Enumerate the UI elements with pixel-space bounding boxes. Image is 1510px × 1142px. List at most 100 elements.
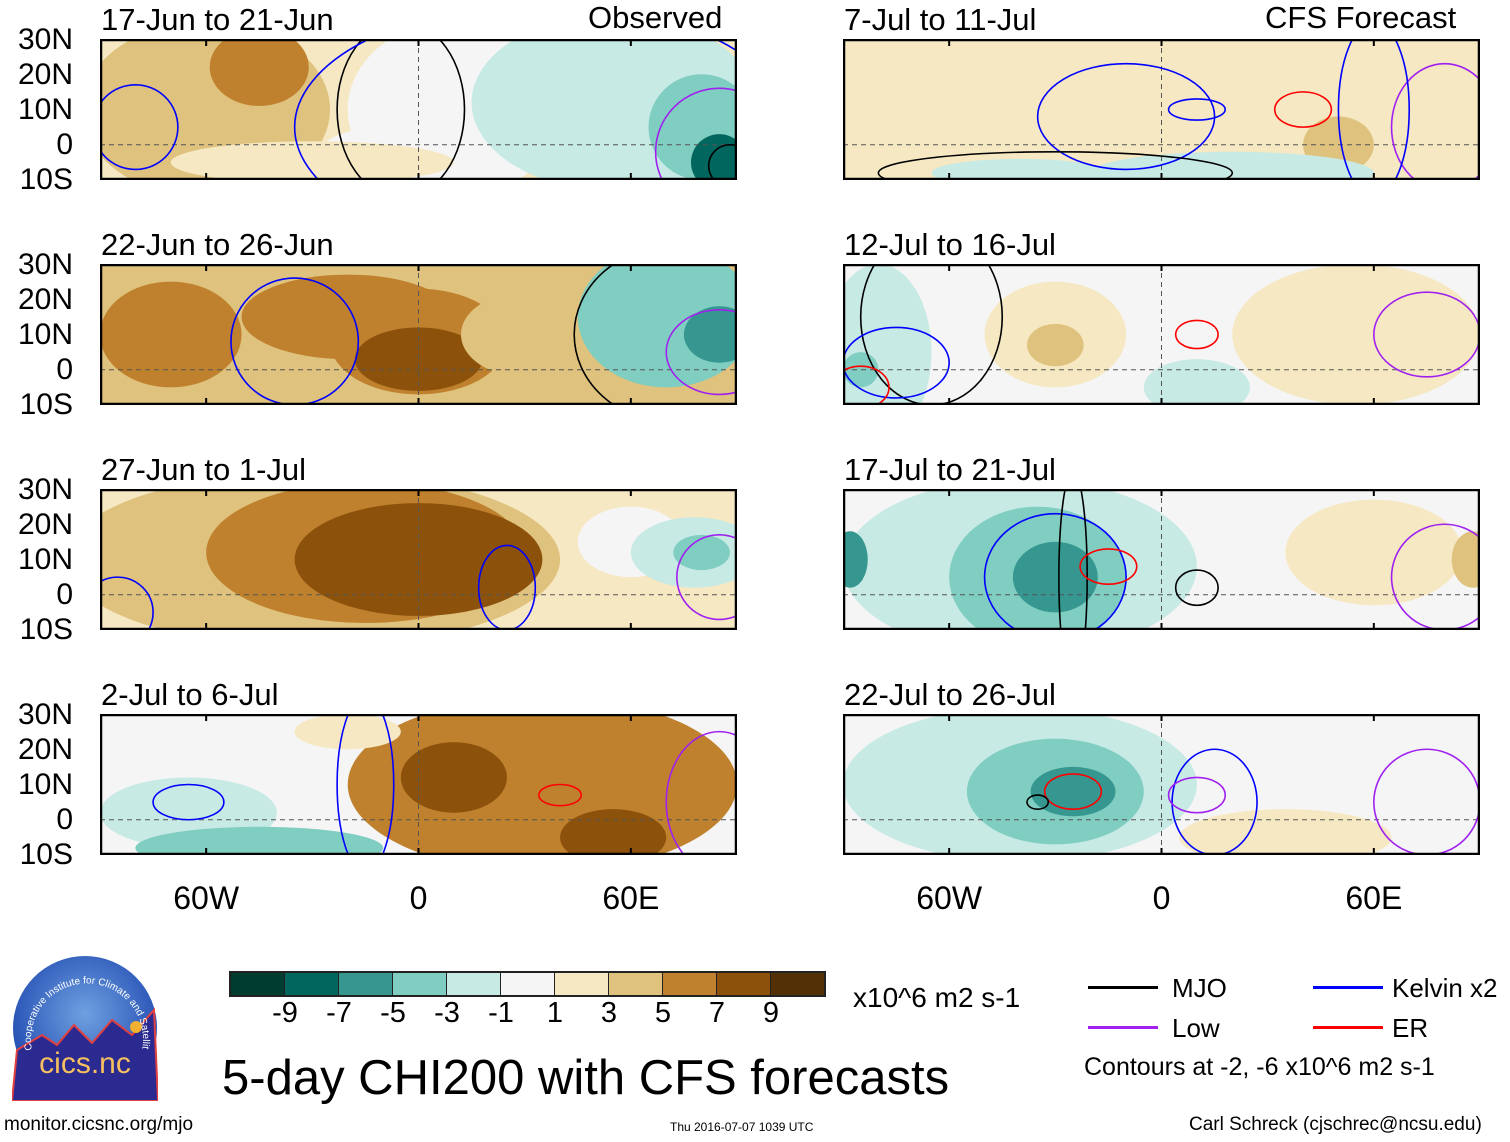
anomaly-region	[1027, 323, 1084, 367]
colorbar-label: 7	[708, 997, 726, 1029]
colorbar-swatch	[393, 973, 447, 995]
lat-label: 0	[56, 353, 73, 386]
colorbar-label: -9	[272, 997, 298, 1029]
colorbar-swatch	[555, 973, 609, 995]
lat-label: 10N	[17, 93, 73, 126]
panel-title: 7-Jul to 11-Jul	[844, 2, 1037, 37]
lat-label: 20N	[17, 733, 73, 766]
lat-label: 30N	[17, 698, 73, 731]
colorbar-label: 3	[600, 997, 618, 1029]
map-svg	[843, 714, 1480, 855]
anomaly-region	[683, 306, 737, 363]
kelvin-contour	[100, 84, 179, 171]
anomaly-region	[170, 141, 454, 180]
contours-note: Contours at -2, -6 x10^6 m2 s-1	[1084, 1053, 1435, 1081]
map-panel	[100, 714, 737, 855]
anomaly-region	[354, 327, 483, 391]
colorbar-label: -5	[380, 997, 406, 1029]
map-panel	[843, 714, 1480, 855]
map-svg	[843, 264, 1480, 405]
colorbar-swatch	[285, 973, 339, 995]
map-content	[100, 489, 737, 630]
lat-label: 20N	[17, 508, 73, 541]
mjo-contour	[1174, 569, 1219, 607]
low-contour	[1390, 523, 1480, 630]
map-content	[843, 39, 1480, 180]
low-contour	[1390, 62, 1480, 180]
lon-label: 0	[1152, 880, 1171, 916]
map-panel	[843, 489, 1480, 630]
anomaly-region	[1232, 264, 1480, 405]
legend-mjo-line	[1088, 986, 1158, 989]
kelvin-contour	[843, 326, 950, 399]
lat-label: 20N	[17, 58, 73, 91]
lat-label: 20N	[17, 283, 73, 316]
anomaly-region	[100, 281, 242, 388]
low-contour	[654, 87, 737, 180]
map-svg	[843, 39, 1480, 180]
map-panel	[843, 39, 1480, 180]
map-content	[100, 264, 737, 405]
panel-title: 17-Jul to 21-Jul	[844, 452, 1056, 487]
footer-author: Carl Schreck (cjschrec@ncsu.edu)	[1189, 1114, 1482, 1135]
map-panel	[843, 264, 1480, 405]
panel-title: 22-Jul to 26-Jul	[844, 677, 1056, 712]
map-svg	[100, 489, 737, 630]
colorbar-units: x10^6 m2 s-1	[853, 982, 1021, 1013]
lat-label: 30N	[17, 473, 73, 506]
colorbar-label: 5	[654, 997, 672, 1029]
kelvin-contour	[1171, 748, 1258, 855]
map-svg	[100, 39, 737, 180]
er-contour	[1174, 319, 1219, 350]
anomaly-region	[931, 158, 1109, 180]
anomaly-region	[1285, 499, 1463, 606]
panel-title: 17-Jun to 21-Jun	[101, 2, 334, 37]
colorbar-swatch	[663, 973, 717, 995]
map-content	[843, 714, 1480, 855]
anomaly-region	[209, 39, 309, 106]
map-panel	[100, 39, 737, 180]
map-panel	[100, 489, 737, 630]
anomaly-region	[560, 809, 667, 855]
panel-title: 22-Jun to 26-Jun	[101, 227, 334, 262]
panel-title: 12-Jul to 16-Jul	[844, 227, 1056, 262]
kelvin-contour	[983, 512, 1127, 630]
kelvin-contour	[336, 714, 395, 855]
colorbar	[229, 971, 826, 997]
mjo-contour	[336, 39, 466, 180]
lon-label: 0	[409, 880, 428, 916]
legend-low-line	[1088, 1026, 1158, 1029]
panel-title: 27-Jun to 1-Jul	[101, 452, 307, 487]
colorbar-label: -3	[434, 997, 460, 1029]
lat-label: 0	[56, 128, 73, 161]
map-svg	[100, 714, 737, 855]
anomaly-region	[1143, 359, 1250, 405]
footer-url[interactable]: monitor.cicsnc.org/mjo	[4, 1114, 194, 1135]
legend-er-line	[1313, 1026, 1383, 1029]
map-content	[843, 264, 1480, 405]
colorbar-swatch	[609, 973, 663, 995]
colorbar-swatch	[447, 973, 501, 995]
colorbar-label: 1	[546, 997, 564, 1029]
lat-label: 10S	[19, 163, 73, 196]
mjo-contour	[859, 264, 1004, 405]
colorbar-swatch	[771, 973, 824, 995]
map-svg	[843, 489, 1480, 630]
kelvin-contour	[1337, 39, 1411, 180]
low-contour	[665, 309, 737, 396]
anomaly-region	[1451, 531, 1480, 588]
er-contour	[1273, 91, 1333, 128]
panel-title: 2-Jul to 6-Jul	[101, 677, 279, 712]
colorbar-swatch	[339, 973, 393, 995]
anomaly-region	[843, 531, 868, 588]
low-contour	[1373, 291, 1480, 378]
cics-logo: Cooperative Institute for Climate and Sa…	[9, 947, 160, 1102]
anomaly-region	[294, 714, 401, 750]
lat-label: 30N	[17, 23, 73, 56]
map-svg	[100, 264, 737, 405]
lon-label: 60E	[1345, 880, 1403, 916]
legend-er-label: ER	[1392, 1013, 1429, 1043]
legend-kelvin-line	[1313, 986, 1383, 989]
anomaly-region	[110, 67, 196, 138]
lon-label: 60E	[602, 880, 660, 916]
